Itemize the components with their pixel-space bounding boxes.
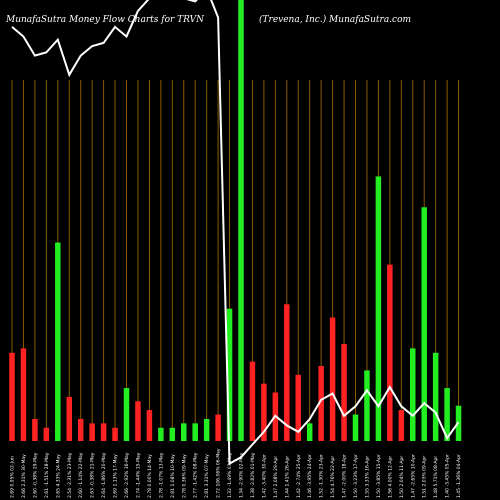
x-tick-label: 1.46 -3.95% 24-Apr: [307, 454, 313, 498]
x-tick-label: 2.66 2.31% 30-May: [21, 454, 27, 498]
money-flow-bar: [364, 370, 370, 441]
price-line: [11, 0, 460, 466]
x-tick-label: 1.47 -2.65% 10-Apr: [410, 454, 416, 498]
money-flow-bar: [398, 410, 405, 441]
x-tick-label: 1.48 5.71% 08-Apr: [433, 456, 439, 498]
money-flow-bar: [432, 352, 439, 441]
money-flow-bar: [181, 423, 187, 441]
x-tick-label: 2.78 0.00% 14-May: [147, 454, 153, 498]
x-tick-label: 2.78 0.36% 09-May: [181, 454, 187, 498]
x-tick-label: 1.52 -1.30% 23-Apr: [319, 454, 325, 498]
x-tick-label: 1.40 -3.45% 05-Apr: [445, 454, 451, 498]
x-tick-label: 2.81 3.31% 07-May: [204, 454, 210, 498]
money-flow-bar: [123, 388, 130, 441]
x-tick-label: 1.47 2.08% 29-Apr: [273, 456, 279, 498]
x-tick-label: 1.42 -3.40% 30-Apr: [261, 454, 267, 498]
x-tick-label: 2.65 4.33% 24-May: [55, 454, 61, 498]
money-flow-bar: [89, 423, 95, 441]
x-tick-label: 1.44 1.41% 26-Apr: [284, 456, 290, 498]
money-flow-bar: [146, 410, 153, 441]
x-tick-label: 1.42 -2.74% 25-Apr: [296, 454, 302, 498]
x-tick-label: 1.54 4.76% 22-Apr: [330, 456, 336, 498]
money-flow-bar: [215, 414, 221, 441]
money-flow-bar: [375, 176, 382, 441]
money-flow-bar: [238, 0, 244, 441]
money-flow-bar: [295, 374, 301, 441]
x-tick-label: 1.56 4.00% 12-Apr: [387, 456, 393, 498]
x-tick-label: 1.45 -1.36% 04-Apr: [456, 454, 462, 498]
money-flow-bar: [226, 308, 233, 441]
money-flow-bar: [169, 427, 176, 441]
x-tick-labels: 2.69 0.95% 02-Jun 2.66 2.31% 30-May 2.60 -…: [10, 448, 463, 498]
x-tick-label: 2.69 0.95% 02-Jun: [10, 456, 16, 498]
money-flow-bar: [55, 242, 61, 441]
chart-subtitle: (Trevena, Inc.) MunafaSutra.com: [259, 14, 411, 25]
x-tick-label: 1.47 -2.00% 18-Apr: [342, 454, 348, 498]
money-flow-bar: [341, 343, 347, 441]
money-flow-bar: [387, 264, 393, 441]
money-flow-bar: [261, 383, 267, 441]
x-tick-label: 2.54 -2.31% 23-May: [67, 452, 73, 498]
x-tick-label: 2.60 -0.38% 29-May: [32, 452, 38, 498]
x-tick-label: 2.81 1.08% 10-May: [170, 454, 176, 498]
money-flow-bar: [77, 418, 84, 441]
money-flow-bar: [329, 317, 336, 441]
money-flow-bar: [203, 418, 210, 441]
money-flow-bar: [100, 423, 107, 441]
money-flow-bar: [32, 418, 38, 441]
x-tick-label: 1.32 -1.49% 03-May: [227, 452, 233, 498]
chart-title: MunafaSutra Money Flow Charts for TRVN: [5, 15, 205, 25]
money-flow-bar: [352, 414, 359, 441]
x-tick-label: 1.34 -2.90% 02-May: [239, 452, 245, 498]
money-flow-bar: [306, 423, 313, 441]
x-tick-label: 1.50 -3.85% 15-Apr: [376, 454, 382, 498]
money-flow-bar: [284, 304, 290, 441]
x-tick-label: 1.51 2.03% 09-Apr: [422, 456, 428, 498]
money-flow-bar: [112, 427, 118, 441]
x-tick-label: 2.69 1.13% 17-May: [113, 454, 119, 498]
x-tick-label: 1.38 -2.82% 01-May: [250, 452, 256, 498]
money-flow-bar: [20, 348, 27, 441]
bars: [9, 0, 462, 441]
money-flow-bar: [158, 427, 164, 441]
x-tick-label: 2.61 -1.51% 28-May: [44, 452, 50, 498]
x-tick-label: 2.66 -2.92% 16-May: [124, 452, 130, 498]
money-flow-bar: [444, 388, 450, 441]
x-tick-label: 1.50 2.04% 11-Apr: [399, 456, 405, 498]
x-tick-label: 2.78 -1.07% 13-May: [158, 452, 164, 498]
money-flow-bar: [135, 401, 141, 441]
x-tick-label: 2.64 -1.86% 20-May: [101, 452, 107, 498]
money-flow-bar: [66, 396, 72, 441]
money-flow-bar: [43, 427, 50, 441]
x-tick-label: 1.55 3.33% 16-Apr: [364, 456, 370, 498]
money-flow-bar: [9, 352, 15, 441]
money-flow-bar: [192, 423, 198, 441]
x-tick-label: 2.74 -1.44% 15-May: [135, 452, 141, 498]
money-flow-bar: [410, 348, 416, 441]
x-tick-label: 1.50 -3.23% 17-Apr: [353, 454, 359, 498]
x-tick-label: 2.63 -0.38% 21-May: [90, 452, 96, 498]
x-tick-label: 2.60 -1.14% 22-May: [78, 452, 84, 498]
x-tick-label: 2.72 106.06% 06-May: [216, 448, 222, 498]
money-flow-bar: [318, 366, 324, 441]
money-flow-bar: [421, 207, 427, 441]
money-flow-bar: [249, 361, 256, 441]
x-tick-label: 2.77 -1.42% 08-May: [193, 452, 199, 498]
